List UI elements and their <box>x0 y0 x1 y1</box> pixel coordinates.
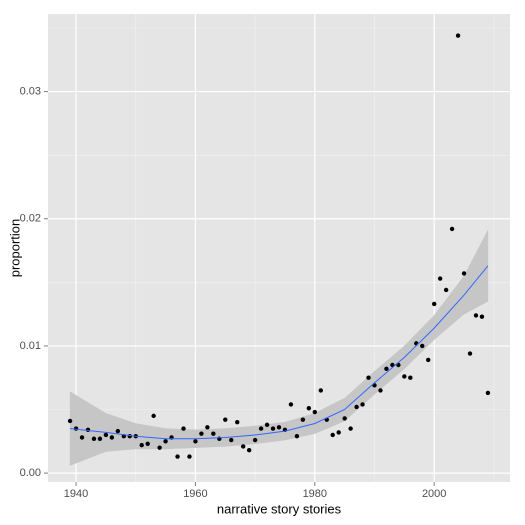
point <box>235 420 240 425</box>
x-tick-label: 2000 <box>422 488 446 500</box>
point <box>366 375 371 380</box>
point <box>354 404 359 410</box>
point <box>455 33 461 38</box>
point <box>402 374 407 379</box>
x-tick-label: 1980 <box>303 488 327 500</box>
point <box>67 418 73 424</box>
y-tick-label: 0.03 <box>20 85 41 97</box>
point <box>420 343 425 349</box>
y-tick-label: 0.00 <box>20 467 41 479</box>
x-tick-label: 1960 <box>183 488 207 500</box>
point <box>205 425 210 430</box>
point <box>151 413 156 419</box>
point <box>294 434 300 439</box>
point <box>461 271 467 276</box>
point <box>306 406 312 411</box>
point <box>408 375 413 380</box>
point <box>229 437 234 443</box>
point <box>288 402 294 407</box>
confidence-band <box>463 230 489 315</box>
point <box>145 441 150 447</box>
point <box>193 439 198 444</box>
point <box>264 422 270 427</box>
point <box>240 444 246 449</box>
point <box>479 314 485 319</box>
point <box>91 436 97 441</box>
point <box>384 366 389 372</box>
point <box>187 454 192 459</box>
point <box>485 390 491 396</box>
point <box>252 437 258 443</box>
point <box>211 431 216 436</box>
point <box>157 445 162 450</box>
smooth-line <box>70 265 489 440</box>
point <box>431 301 437 307</box>
point <box>378 388 383 393</box>
y-tick-label: 0.02 <box>20 213 41 225</box>
point <box>300 417 306 422</box>
point <box>115 428 121 434</box>
point <box>426 357 431 363</box>
point <box>181 426 186 431</box>
point <box>348 426 353 431</box>
point <box>318 388 323 393</box>
point <box>443 287 449 293</box>
point <box>109 435 115 440</box>
point <box>330 432 335 438</box>
point <box>103 432 109 438</box>
point <box>246 448 252 453</box>
point <box>312 409 318 415</box>
point <box>175 454 180 459</box>
y-tick-label: 0.01 <box>20 340 41 352</box>
point <box>449 226 455 232</box>
y-axis-label: proportion <box>7 219 22 278</box>
point <box>342 416 347 421</box>
point <box>336 430 341 435</box>
panel <box>48 14 510 482</box>
point <box>223 417 228 422</box>
point <box>127 434 132 439</box>
point <box>97 436 103 441</box>
point <box>139 442 144 448</box>
x-axis-label: narrative story stories <box>217 501 342 516</box>
point <box>276 425 282 430</box>
point <box>437 276 443 281</box>
x-tick-label: 1940 <box>64 488 88 500</box>
point <box>199 431 204 436</box>
point <box>163 439 168 444</box>
point <box>79 435 85 440</box>
point <box>473 313 479 318</box>
point <box>360 402 365 407</box>
point <box>258 426 264 431</box>
point <box>270 426 276 431</box>
point <box>467 351 473 356</box>
point <box>414 341 419 346</box>
